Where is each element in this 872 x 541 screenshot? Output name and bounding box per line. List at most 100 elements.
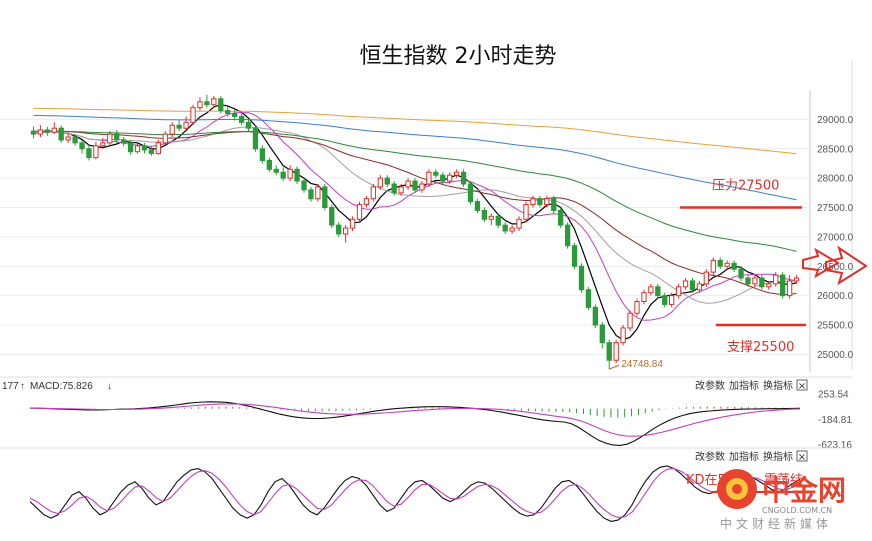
candle: [384, 175, 390, 187]
candle: [717, 257, 723, 270]
candle: [315, 184, 321, 202]
candle: [599, 322, 605, 349]
resistance-label: 压力27500: [712, 179, 779, 194]
kdj-add-indicator-button[interactable]: 加指标: [729, 450, 759, 463]
ma-line-30: [33, 130, 797, 296]
candle: [669, 292, 675, 308]
candle: [287, 165, 293, 182]
candle: [301, 178, 307, 193]
candle: [252, 125, 259, 152]
candle: [412, 178, 418, 193]
kdj-d-line: [29, 468, 801, 518]
ma-line-240: [33, 107, 797, 155]
macd-add-indicator-button[interactable]: 加指标: [729, 379, 759, 392]
candle: [231, 108, 238, 121]
candle: [544, 195, 550, 208]
candle: [134, 142, 141, 154]
forecast-arrow-icon: [825, 245, 868, 286]
y-tick-label: 25000.0: [817, 350, 854, 361]
macd-switch-indicator-button[interactable]: 换指标: [763, 379, 793, 392]
candle: [37, 125, 44, 137]
kdj-edit-params-button[interactable]: 改参数: [695, 450, 725, 463]
watermark-logo-core: [732, 484, 742, 494]
kdj-annotation-tail: 震荡结: [764, 473, 803, 488]
candle: [155, 139, 161, 155]
candle: [426, 169, 432, 187]
ma-line-10: [33, 112, 797, 321]
candle: [530, 195, 536, 208]
moving-average-lines: [33, 104, 797, 341]
candle: [30, 126, 37, 139]
candle: [745, 275, 751, 287]
candle: [662, 292, 668, 308]
candle: [308, 186, 314, 202]
y-tick-label: 28000.0: [817, 174, 854, 185]
kdj-annotation: KD在5: [686, 473, 726, 488]
watermark-domain: CNGOLD.COM.CN: [762, 506, 832, 515]
candle: [72, 134, 78, 146]
candle: [523, 201, 529, 223]
macd-dea-line: [30, 403, 801, 437]
candle: [225, 106, 231, 117]
kdj-close-button[interactable]: [796, 450, 808, 462]
candle: [786, 275, 793, 299]
price-axis-ticks: 29000.0 28500.0 28000.0 27500.0 27000.0 26500…: [817, 115, 854, 361]
candle: [516, 216, 522, 231]
candle: [537, 195, 543, 208]
candle: [571, 242, 578, 270]
candle: [738, 266, 744, 281]
candle: [453, 169, 460, 179]
kdj-switch-indicator-button[interactable]: 换指标: [763, 450, 793, 463]
candle: [322, 184, 328, 211]
candle: [724, 260, 730, 270]
candle: [773, 272, 779, 287]
candle: [440, 172, 446, 184]
kdj-buttons: 改参数 加指标 换指标 ×: [695, 450, 808, 463]
candle: [689, 278, 696, 293]
kdj-close-icon[interactable]: ×: [798, 452, 806, 463]
candle: [86, 145, 92, 161]
candle: [120, 137, 127, 147]
candle: [405, 178, 411, 190]
candle: [336, 222, 342, 237]
support-label: 支撑25500: [727, 340, 794, 355]
macd-close-icon[interactable]: ×: [798, 381, 806, 392]
candle: [280, 167, 286, 182]
y-tick-label: 27000.0: [817, 232, 854, 243]
macd-lines: [29, 401, 801, 446]
candle: [266, 157, 272, 173]
candle: [675, 283, 682, 299]
candle: [752, 275, 758, 287]
candle: [766, 280, 772, 290]
candle: [65, 132, 71, 143]
candle: [183, 116, 189, 130]
candle: [433, 169, 439, 179]
macd-down-icon: ↓: [107, 381, 112, 392]
candle: [349, 216, 356, 231]
candle: [703, 269, 710, 287]
candle: [641, 289, 647, 305]
candle: [481, 207, 488, 223]
y-tick-label: 25500.0: [817, 321, 854, 332]
candle: [419, 181, 425, 193]
candle: [51, 122, 57, 135]
candle: [127, 139, 134, 155]
candle: [197, 97, 203, 111]
candle: [509, 225, 515, 234]
candle: [551, 195, 557, 214]
candle: [100, 138, 106, 149]
y-tick-label: 28500.0: [817, 144, 854, 155]
macd-axis-ticks: 253.54 -184.81 -623.16: [818, 390, 852, 451]
candle: [648, 283, 654, 296]
macd-up-icon: ↑: [20, 381, 25, 392]
candle: [107, 131, 113, 146]
watermark-logo: 中金网 CNGOLD.COM.CN 中文财经新媒体: [717, 469, 846, 531]
macd-dif-line: [29, 401, 801, 446]
macd-edit-params-button[interactable]: 改参数: [695, 379, 725, 392]
candle: [585, 286, 592, 311]
candle: [162, 131, 168, 146]
candle: [398, 184, 404, 196]
y-tick-label: 26500.0: [817, 262, 854, 273]
forecast-arrow-2: [825, 245, 868, 286]
macd-close-button[interactable]: [796, 379, 808, 391]
